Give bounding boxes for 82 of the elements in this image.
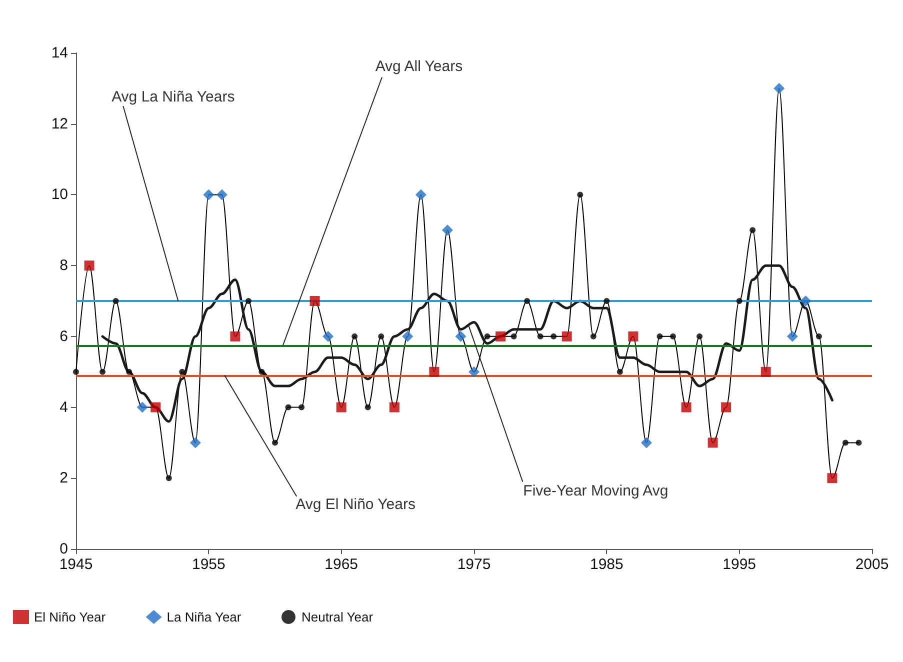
annotation: Five-Year Moving Avg (523, 482, 668, 500)
point (322, 330, 334, 342)
x-tick-label: 1945 (59, 556, 93, 573)
point (100, 368, 106, 375)
point (524, 298, 530, 304)
point (774, 82, 785, 94)
legend-label: Neutral Year (301, 610, 374, 624)
point (272, 440, 278, 446)
point (640, 437, 652, 448)
y-tick-label: 6 (60, 328, 68, 345)
point (378, 333, 384, 340)
point (352, 333, 358, 340)
y-tick-label: 14 (51, 44, 68, 62)
point (496, 331, 506, 342)
y-tick-label: 10 (51, 186, 68, 204)
legend-label: La Niña Year (166, 610, 242, 624)
x-tick-label: 1995 (722, 556, 756, 573)
point (310, 296, 320, 306)
point (604, 298, 610, 304)
point (708, 438, 718, 448)
point (628, 331, 638, 342)
point (577, 192, 584, 198)
point (721, 402, 732, 412)
y-tick-label: 2 (60, 470, 68, 487)
point (298, 404, 305, 410)
point (112, 298, 119, 304)
point (616, 368, 623, 375)
point (442, 224, 453, 236)
point (696, 333, 703, 340)
point (285, 404, 292, 410)
x-tick-label: 1975 (457, 556, 491, 573)
point (166, 475, 172, 482)
point (455, 330, 466, 342)
x-tick-label: 1955 (192, 556, 226, 573)
point (800, 296, 812, 306)
point (816, 333, 822, 340)
point (84, 260, 94, 271)
point (670, 333, 676, 340)
point (216, 189, 228, 200)
point (856, 440, 862, 446)
point (842, 440, 848, 446)
point (550, 333, 557, 340)
point (415, 189, 426, 200)
point (736, 298, 742, 304)
annotation: Avg La Niña Years (112, 88, 235, 106)
point (336, 402, 346, 412)
point (750, 227, 756, 234)
point (786, 330, 798, 342)
y-tick-label: 12 (51, 115, 68, 132)
point (230, 331, 240, 342)
point (150, 402, 161, 412)
point (136, 402, 148, 413)
annotation: Avg El Niño Years (296, 496, 416, 513)
point (190, 437, 201, 448)
y-tick-label: 4 (60, 398, 68, 416)
x-tick-label: 1965 (324, 556, 358, 573)
point (656, 333, 663, 340)
point (245, 298, 252, 304)
point (203, 189, 214, 200)
point (179, 368, 186, 375)
point (258, 368, 265, 375)
point (468, 366, 480, 378)
point (590, 333, 596, 340)
x-tick-label: 2005 (855, 556, 889, 573)
point (389, 402, 400, 412)
y-tick-label: 0 (60, 540, 68, 558)
point (484, 333, 490, 340)
annotation: Avg All Years (375, 58, 463, 75)
y-tick-label: 8 (60, 257, 68, 274)
point (760, 366, 771, 377)
point (402, 330, 414, 342)
point (429, 366, 440, 377)
point (510, 333, 517, 340)
point (562, 331, 572, 342)
point (364, 404, 371, 410)
x-tick-label: 1985 (590, 556, 624, 573)
point (126, 368, 132, 375)
point (827, 473, 838, 484)
point (73, 368, 79, 375)
point (537, 333, 544, 340)
point (681, 402, 692, 412)
legend-label: El Niño Year (34, 610, 106, 624)
